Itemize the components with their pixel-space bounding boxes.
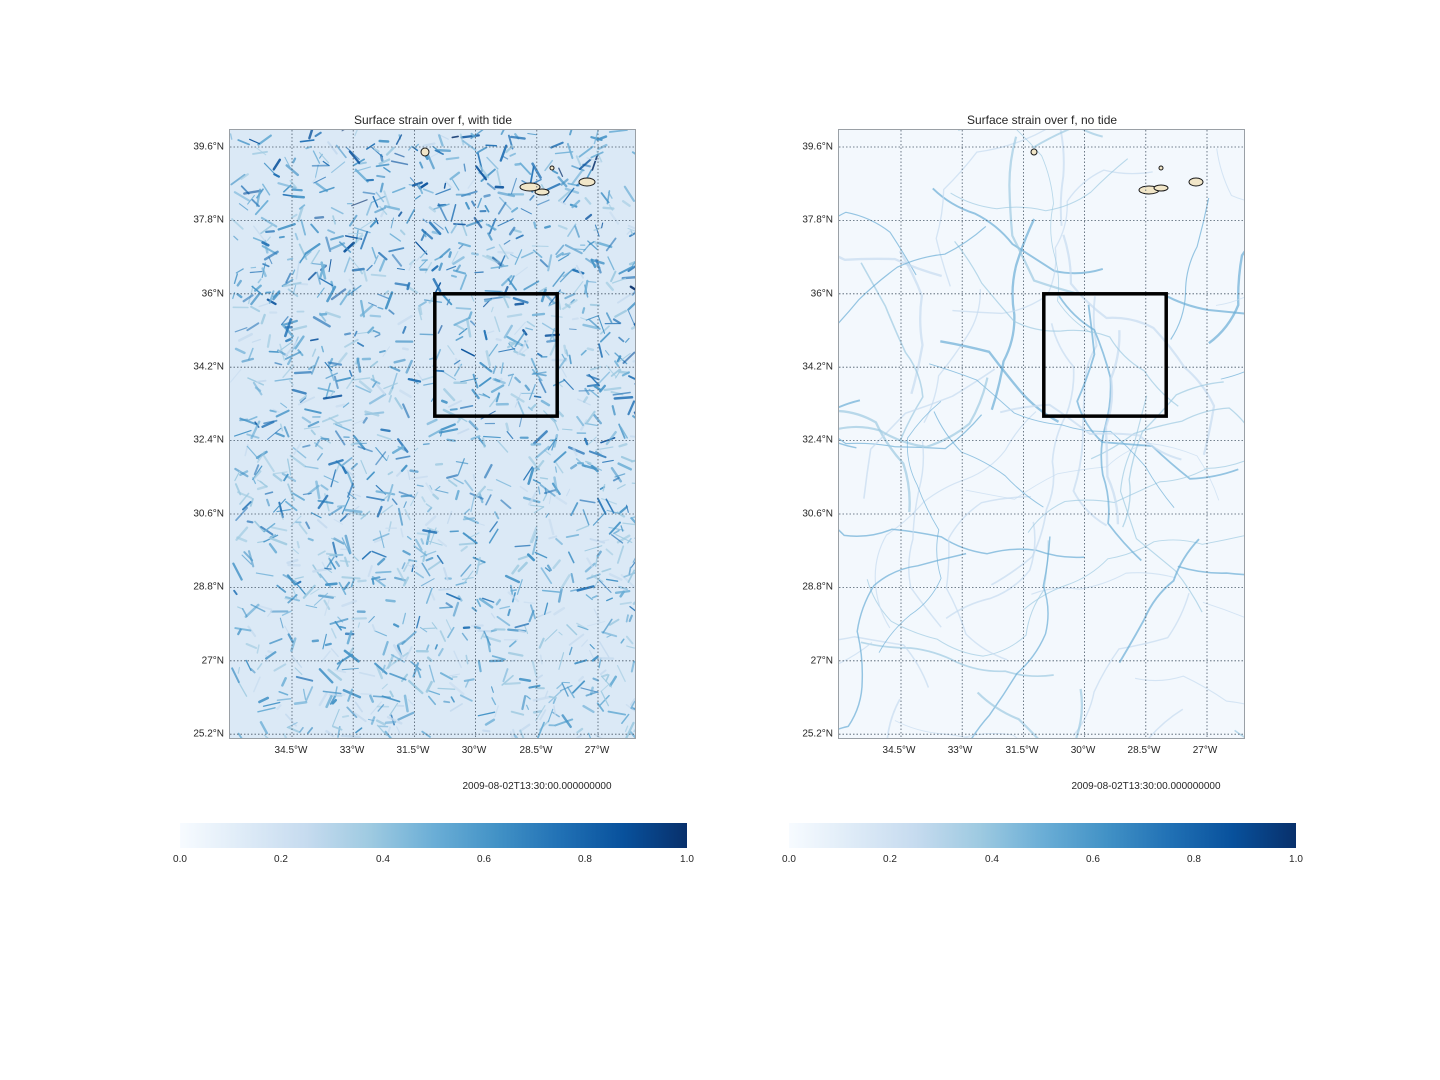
lat-tick: 28.8°N xyxy=(193,581,224,593)
colorbar-tick: 0.6 xyxy=(1086,854,1100,865)
lat-tick: 34.2°N xyxy=(802,361,833,373)
lon-tick: 31.5°W xyxy=(1005,745,1039,756)
lon-tick: 33°W xyxy=(947,745,973,756)
lat-tick: 25.2°N xyxy=(802,728,833,740)
colorbar-tick: 0.4 xyxy=(985,854,999,865)
lat-tick: 36°N xyxy=(201,288,224,300)
lon-tick: 30°W xyxy=(1070,745,1096,756)
colorbar-tick: 0.8 xyxy=(1187,854,1201,865)
colorbar-tick: 0.2 xyxy=(274,854,288,865)
colorbar xyxy=(789,823,1296,848)
strain-map-with-tide xyxy=(229,129,636,739)
region-box xyxy=(1042,292,1168,418)
island-outlines xyxy=(1030,148,1204,195)
lon-tick: 28.5°W xyxy=(1127,745,1161,756)
lon-tick: 33°W xyxy=(339,745,365,756)
timestamp: 2009-08-02T13:30:00.000000000 xyxy=(462,781,612,792)
graticule xyxy=(230,130,635,738)
map-canvas xyxy=(839,130,1244,738)
colorbar-tick: 1.0 xyxy=(680,854,694,865)
lat-tick: 25.2°N xyxy=(193,728,224,740)
timestamp: 2009-08-02T13:30:00.000000000 xyxy=(1071,781,1221,792)
colorbar-tick: 0.6 xyxy=(477,854,491,865)
lon-tick: 31.5°W xyxy=(396,745,430,756)
strain-map-no-tide xyxy=(838,129,1245,739)
colorbar xyxy=(180,823,687,848)
lat-tick: 32.4°N xyxy=(193,434,224,446)
map-title: Surface strain over f, with tide xyxy=(353,113,513,127)
lon-tick: 30°W xyxy=(461,745,487,756)
lat-tick: 32.4°N xyxy=(802,434,833,446)
colorbar-tick: 1.0 xyxy=(1289,854,1303,865)
lat-tick: 39.6°N xyxy=(802,141,833,153)
map-canvas xyxy=(230,130,635,738)
colorbar-tick: 0.0 xyxy=(782,854,796,865)
lat-tick: 37.8°N xyxy=(802,214,833,226)
lat-tick: 39.6°N xyxy=(193,141,224,153)
colorbar-tick: 0.4 xyxy=(376,854,390,865)
lat-tick: 30.6°N xyxy=(802,508,833,520)
lon-tick: 27°W xyxy=(1192,745,1218,756)
colorbar-tick: 0.2 xyxy=(883,854,897,865)
island-outlines xyxy=(420,147,596,196)
lon-tick: 34.5°W xyxy=(882,745,916,756)
strain-field xyxy=(230,130,635,738)
lat-tick: 34.2°N xyxy=(193,361,224,373)
colorbar-tick: 0.8 xyxy=(578,854,592,865)
lat-tick: 37.8°N xyxy=(193,214,224,226)
graticule xyxy=(839,130,1244,738)
region-box xyxy=(433,292,559,418)
colorbar-tick: 0.0 xyxy=(173,854,187,865)
lat-tick: 28.8°N xyxy=(802,581,833,593)
lat-tick: 36°N xyxy=(810,288,833,300)
strain-field xyxy=(839,130,1244,738)
lat-tick: 27°N xyxy=(810,655,833,667)
map-title: Surface strain over f, no tide xyxy=(966,113,1118,127)
lon-tick: 28.5°W xyxy=(519,745,553,756)
lon-tick: 27°W xyxy=(584,745,610,756)
lat-tick: 30.6°N xyxy=(193,508,224,520)
lat-tick: 27°N xyxy=(201,655,224,667)
lon-tick: 34.5°W xyxy=(274,745,308,756)
